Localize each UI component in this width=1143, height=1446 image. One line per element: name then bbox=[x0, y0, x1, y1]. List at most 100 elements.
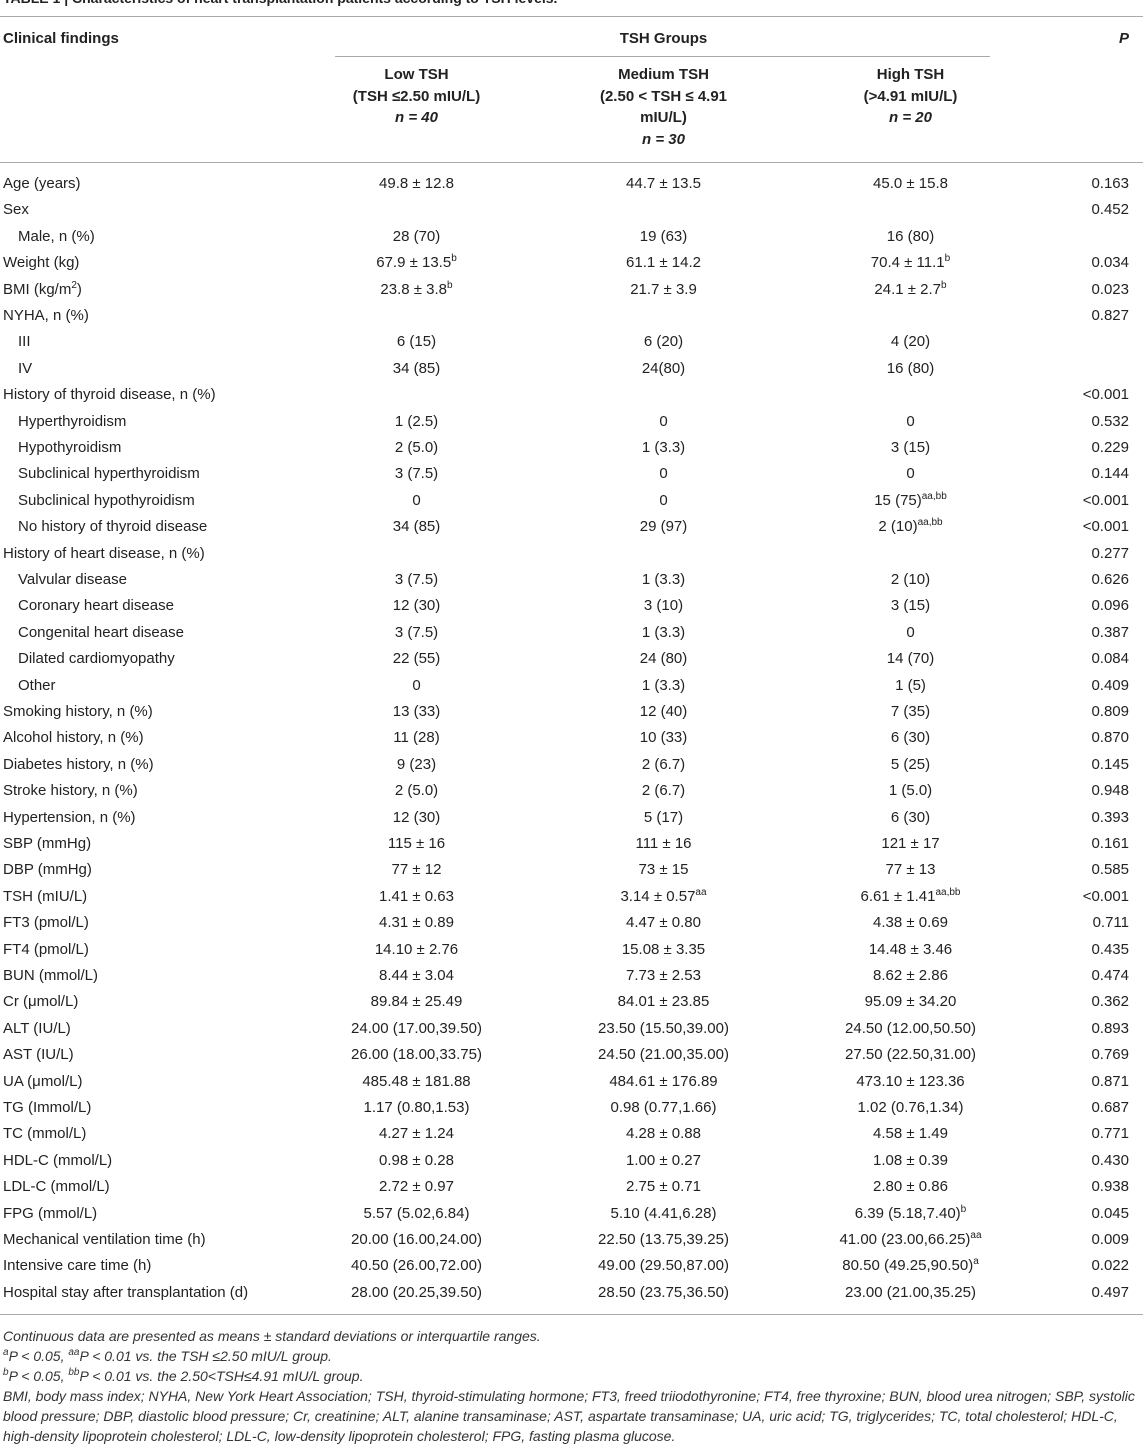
cell: 14 (70) bbox=[886, 650, 935, 668]
rule bbox=[0, 1314, 1143, 1316]
cell: 4.38 ± 0.69 bbox=[873, 914, 948, 932]
cell: 111 ± 16 bbox=[635, 835, 692, 852]
p-value: 0.084 bbox=[1091, 650, 1129, 668]
cell: 2 (5.0) bbox=[394, 782, 439, 800]
row-label: FT3 (pmol/L) bbox=[3, 914, 89, 932]
superscript: aa bbox=[970, 1230, 982, 1241]
cell: 23.50 (15.50,39.00) bbox=[598, 1019, 729, 1037]
row-label: Mechanical ventilation time (h) bbox=[3, 1231, 206, 1248]
row-label: AST (IU/L) bbox=[3, 1046, 74, 1064]
cell: 1 (5.0) bbox=[888, 782, 933, 800]
cell: 24.00 (17.00,39.50) bbox=[351, 1019, 482, 1037]
cell: 61.1 ± 14.2 bbox=[626, 254, 701, 272]
group-header: n = 20 bbox=[889, 109, 932, 126]
group-header: (>4.91 mIU/L) bbox=[863, 87, 958, 105]
header-p: P bbox=[1118, 30, 1129, 47]
p-value: 0.096 bbox=[1091, 597, 1129, 615]
footnote: BMI, body mass index; NYHA, New York Hea… bbox=[3, 1388, 1135, 1445]
cell: 3.14 ± 0.57aa bbox=[540, 886, 787, 905]
cell: 0 bbox=[412, 491, 421, 509]
cell: 1.02 (0.76,1.34) bbox=[857, 1099, 964, 1116]
cell: 24.50 (12.00,50.50) bbox=[845, 1019, 976, 1037]
cell: 6.39 (5.18,7.40)b bbox=[787, 1204, 1034, 1222]
cell: 6 (20) bbox=[643, 333, 684, 351]
row-label: Alcohol history, n (%) bbox=[3, 729, 144, 747]
row-label: Hospital stay after transplantation (d) bbox=[3, 1283, 249, 1301]
row-label: Congenital heart disease bbox=[18, 623, 184, 641]
cell: 4.47 ± 0.80 bbox=[626, 914, 701, 932]
group-header: High TSH bbox=[876, 66, 945, 83]
cell: 84.01 ± 23.85 bbox=[617, 993, 710, 1011]
superscript: bb bbox=[68, 1367, 80, 1379]
cell: 24 (80) bbox=[639, 650, 688, 668]
text: 15 (75) bbox=[874, 491, 922, 509]
cell: 3 (15) bbox=[890, 597, 931, 615]
superscript: b bbox=[451, 253, 457, 265]
row-label: UA (μmol/L) bbox=[3, 1072, 83, 1090]
row-label: BUN (mmol/L) bbox=[3, 967, 99, 984]
p-value: <0.001 bbox=[1082, 491, 1129, 509]
cell: 34 (85) bbox=[392, 518, 441, 536]
row-label: Diabetes history, n (%) bbox=[3, 755, 154, 773]
row-label: Age (years) bbox=[3, 175, 81, 192]
footnote: Continuous data are presented as means ±… bbox=[3, 1328, 541, 1345]
p-value: 0.161 bbox=[1091, 835, 1129, 852]
row-label: LDL-C (mmol/L) bbox=[3, 1178, 110, 1196]
cell: 23.00 (21.00,35.25) bbox=[845, 1283, 976, 1301]
p-value: 0.409 bbox=[1091, 676, 1129, 694]
cell: 23.8 ± 3.8b bbox=[293, 280, 540, 298]
text: 6.61 ± 1.41 bbox=[860, 887, 936, 905]
p-value: 0.430 bbox=[1091, 1151, 1129, 1169]
cell: 6 (30) bbox=[890, 729, 931, 747]
cell: 1 (5) bbox=[895, 676, 926, 694]
cell: 15.08 ± 3.35 bbox=[621, 940, 706, 958]
footnote: bP < 0.05, bbP < 0.01 vs. the 2.50<TSH≤4… bbox=[3, 1366, 1141, 1386]
cell: 1 (3.3) bbox=[641, 676, 686, 694]
row-label: ALT (IU/L) bbox=[3, 1019, 71, 1037]
cell: 10 (33) bbox=[639, 729, 688, 747]
row-label: No history of thyroid disease bbox=[18, 518, 208, 536]
p-value: 0.769 bbox=[1091, 1046, 1129, 1064]
header-label: Clinical findings bbox=[3, 30, 119, 47]
cell: 95.09 ± 34.20 bbox=[864, 993, 957, 1011]
text: 67.9 ± 13.5 bbox=[376, 254, 452, 272]
cell: 5 (25) bbox=[890, 755, 931, 773]
cell: 3 (10) bbox=[643, 597, 684, 615]
p-value: <0.001 bbox=[1082, 518, 1129, 536]
cell: 70.4 ± 11.1b bbox=[787, 253, 1034, 272]
superscript: 2 bbox=[71, 279, 77, 291]
cell: 24.50 (21.00,35.00) bbox=[598, 1046, 729, 1064]
group-header: mIU/L) bbox=[640, 109, 687, 126]
cell: 0.98 (0.77,1.66) bbox=[610, 1099, 717, 1116]
text: 2 (10) bbox=[878, 518, 918, 536]
header-group: TSH Groups bbox=[619, 30, 708, 47]
cell: 19 (63) bbox=[639, 227, 688, 245]
row-label: Cr (μmol/L) bbox=[3, 993, 79, 1011]
cell: 3 (7.5) bbox=[394, 465, 439, 483]
text: 70.4 ± 11.1 bbox=[870, 254, 945, 272]
cell: 9 (23) bbox=[396, 755, 437, 773]
row-label: Smoking history, n (%) bbox=[3, 703, 153, 720]
cell: 29 (97) bbox=[639, 518, 688, 536]
superscript: aa bbox=[695, 886, 707, 898]
p-value: 0.387 bbox=[1091, 623, 1129, 641]
cell: 4 (20) bbox=[890, 333, 931, 351]
cell: 34 (85) bbox=[392, 359, 441, 377]
text: BMI (kg/m bbox=[3, 280, 72, 298]
text: 23.8 ± 3.8 bbox=[380, 280, 448, 298]
row-label: Hypertension, n (%) bbox=[3, 808, 136, 826]
rule bbox=[335, 56, 990, 57]
row-label: SBP (mmHg) bbox=[3, 835, 92, 852]
cell: 0 bbox=[659, 412, 668, 430]
group-header: n = 40 bbox=[395, 109, 438, 126]
row-label: Dilated cardiomyopathy bbox=[18, 650, 175, 668]
superscript: b bbox=[944, 253, 951, 265]
superscript: aa bbox=[68, 1347, 80, 1359]
p-value: <0.001 bbox=[1082, 386, 1129, 404]
cell: 28.00 (20.25,39.50) bbox=[351, 1283, 482, 1301]
cell: 28.50 (23.75,36.50) bbox=[598, 1283, 729, 1301]
p-value: 0.277 bbox=[1091, 544, 1129, 562]
group-header: Low TSH bbox=[384, 66, 449, 83]
p-value: 0.626 bbox=[1091, 571, 1129, 588]
cell: 77 ± 12 bbox=[391, 861, 442, 879]
